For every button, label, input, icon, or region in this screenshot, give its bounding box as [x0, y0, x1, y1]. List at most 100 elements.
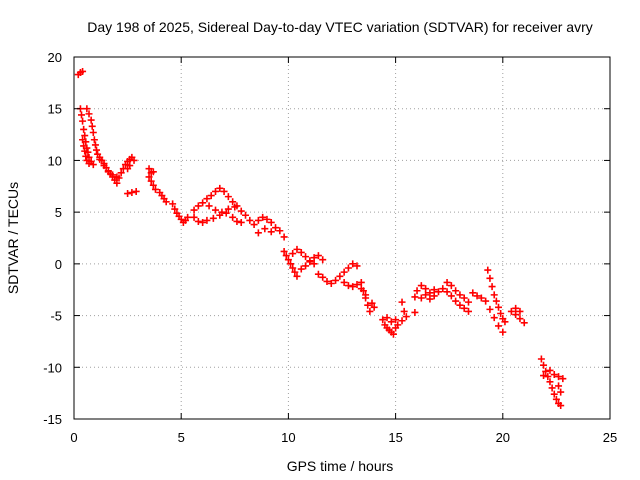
data-point: [124, 190, 132, 198]
data-point: [267, 228, 275, 236]
data-point: [91, 141, 99, 149]
data-point: [287, 260, 295, 268]
data-point: [310, 260, 318, 268]
data-point: [80, 125, 88, 133]
data-point: [79, 67, 87, 75]
data-point: [280, 233, 288, 241]
data-point: [88, 122, 96, 130]
data-point: [550, 371, 558, 379]
data-point: [434, 288, 442, 296]
data-point: [169, 200, 177, 208]
data-point: [353, 281, 361, 289]
data-point: [357, 278, 365, 286]
data-point: [422, 285, 430, 293]
data-point: [490, 314, 498, 322]
data-point: [254, 216, 262, 224]
data-point: [302, 253, 310, 261]
data-point: [537, 355, 545, 363]
data-point: [93, 146, 101, 154]
data-point: [507, 307, 515, 315]
data-point: [336, 272, 344, 280]
data-point: [359, 287, 367, 295]
data-point: [516, 307, 524, 315]
data-point: [84, 148, 92, 156]
data-point: [199, 218, 207, 226]
data-point: [254, 229, 262, 237]
data-point: [340, 278, 348, 286]
data-point: [477, 294, 485, 302]
data-point: [282, 252, 290, 260]
data-point: [501, 318, 509, 326]
data-point: [302, 262, 310, 270]
data-point: [242, 211, 250, 219]
data-point: [212, 206, 220, 214]
data-point: [216, 184, 224, 192]
y-tick-label: 15: [48, 102, 62, 117]
data-point: [469, 289, 477, 297]
data-point: [319, 256, 327, 264]
y-tick-label: 10: [48, 153, 62, 168]
data-point: [548, 384, 556, 392]
data-point: [516, 315, 524, 323]
data-point: [422, 291, 430, 299]
data-point: [310, 254, 318, 262]
data-point: [83, 105, 91, 113]
data-point: [289, 250, 297, 258]
data-point: [293, 272, 301, 280]
data-point: [512, 311, 520, 319]
data-point: [512, 304, 520, 312]
data-point: [349, 283, 357, 291]
data-point: [85, 160, 93, 168]
data-point: [482, 297, 490, 305]
y-tick-label: 0: [55, 257, 62, 272]
data-point: [544, 373, 552, 381]
data-point: [400, 307, 408, 315]
data-point: [171, 205, 179, 213]
x-axis-label: GPS time / hours: [287, 458, 394, 474]
data-point: [417, 294, 425, 302]
data-point: [147, 177, 155, 185]
data-point: [488, 283, 496, 291]
data-point: [289, 264, 297, 272]
data-point: [276, 227, 284, 235]
data-point: [364, 301, 372, 309]
data-point: [246, 216, 254, 224]
data-point: [540, 361, 548, 369]
data-point: [344, 264, 352, 272]
data-point: [484, 266, 492, 274]
data-point: [370, 303, 378, 311]
data-point: [495, 322, 503, 330]
data-point: [212, 187, 220, 195]
data-point: [323, 277, 331, 285]
x-tick-label: 20: [496, 430, 510, 445]
data-point: [190, 206, 198, 214]
data-point: [82, 152, 90, 160]
data-point: [417, 282, 425, 290]
data-point: [218, 208, 226, 216]
data-point: [452, 287, 460, 295]
data-point: [332, 276, 340, 284]
data-point: [546, 378, 554, 386]
data-point: [314, 270, 322, 278]
data-point: [291, 268, 299, 276]
data-point: [284, 256, 292, 264]
data-point: [85, 110, 93, 118]
data-point: [402, 313, 410, 321]
data-point: [126, 162, 134, 170]
data-point: [297, 248, 305, 256]
data-point: [87, 116, 95, 124]
data-point: [389, 330, 397, 338]
data-series-avry: [74, 67, 567, 410]
data-point: [162, 198, 170, 206]
data-point: [398, 298, 406, 306]
data-point: [366, 307, 374, 315]
data-point: [233, 217, 241, 225]
data-point: [104, 168, 112, 176]
data-point: [413, 287, 421, 295]
data-point: [145, 165, 153, 173]
data-point: [190, 213, 198, 221]
data-point: [447, 292, 455, 300]
data-point: [340, 268, 348, 276]
y-tick-label: -15: [43, 412, 62, 427]
data-point: [540, 372, 548, 380]
